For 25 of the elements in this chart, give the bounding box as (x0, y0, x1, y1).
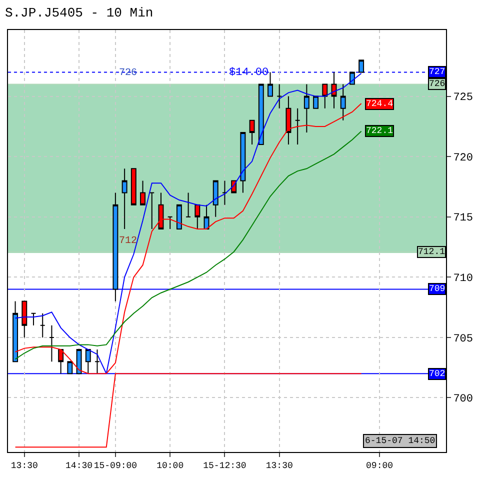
ref-line-label: 727 (429, 67, 446, 77)
y-tick-label: 710 (453, 273, 474, 286)
x-tick-label: 14:30 (66, 460, 93, 471)
ref-line-label: 702 (429, 369, 446, 379)
x-tick-label: 15-12:30 (203, 460, 246, 471)
y-tick-label: 720 (453, 152, 474, 164)
ref-line-label: 726 (429, 79, 446, 89)
ref-line-label: 709 (429, 284, 446, 294)
y-tick-label: 700 (453, 394, 474, 406)
y-tick-label: 705 (453, 333, 474, 346)
annotation: 712 (119, 236, 138, 247)
annotation: 6-15-07 14:50 (365, 436, 436, 446)
annotation: 726 (119, 68, 138, 79)
x-tick-label: 13:30 (266, 460, 293, 471)
ref-line-label: 712.1 (418, 247, 446, 257)
x-tick-label: 13:30 (10, 460, 38, 471)
x-tick-label: 10:00 (156, 460, 184, 471)
annotation: $14.00 (229, 67, 269, 79)
data-label: 722.1 (366, 126, 394, 136)
y-tick-label: 725 (453, 92, 474, 104)
x-tick-label: 09:00 (366, 460, 394, 471)
chart-title: S.JP.J5405 - 10 Min (4, 5, 154, 20)
y-tick-label: 715 (453, 212, 474, 225)
x-tick-label: 15-09:00 (94, 460, 138, 471)
data-label: 724.4 (366, 99, 394, 109)
